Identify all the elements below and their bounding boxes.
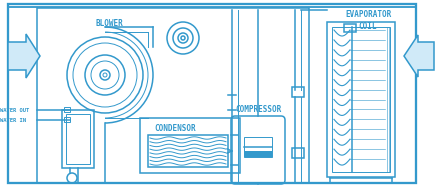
Text: CONDENSOR: CONDENSOR (154, 124, 196, 133)
Text: BLOWER: BLOWER (95, 19, 123, 28)
Bar (244, 137, 272, 157)
Bar (344, 24, 356, 32)
Bar (332, 27, 390, 172)
Bar (64, 107, 70, 112)
Bar (327, 22, 395, 177)
Text: COMPRESSOR: COMPRESSOR (235, 105, 281, 114)
Text: EVAPORATOR
COIL: EVAPORATOR COIL (345, 10, 391, 31)
Polygon shape (404, 35, 434, 77)
Bar (140, 118, 240, 173)
Text: WATER OUT: WATER OUT (0, 108, 29, 113)
Polygon shape (8, 34, 40, 78)
Bar (64, 117, 70, 122)
Bar (292, 87, 304, 97)
Bar (244, 151, 272, 157)
Text: WATER IN: WATER IN (0, 117, 26, 122)
Bar (292, 148, 304, 158)
Bar (37, 8, 309, 183)
Bar (148, 135, 228, 167)
Bar (62, 110, 94, 168)
Bar (66, 114, 90, 164)
